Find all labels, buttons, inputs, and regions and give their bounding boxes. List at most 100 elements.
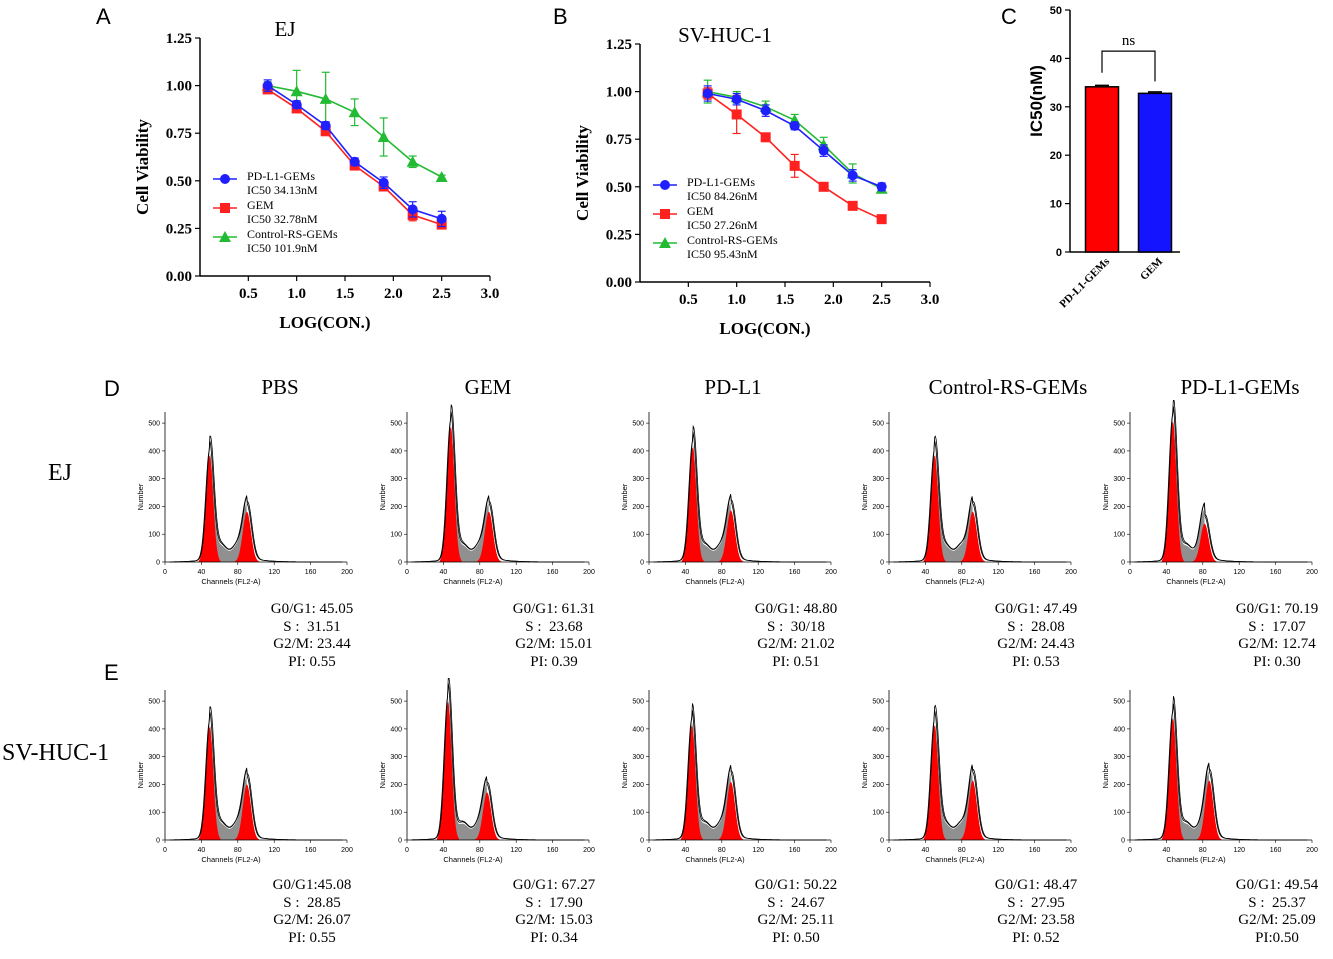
legend-ic50: IC50 95.43nM	[687, 247, 758, 261]
x-tick-label: 200	[825, 569, 837, 576]
y-tick-label: 500	[632, 699, 644, 706]
stat-g0g1: G0/G1: 67.27	[512, 877, 596, 893]
data-point-square	[789, 160, 800, 171]
data-point-circle	[378, 177, 389, 188]
row-label-sv-huc-1: SV-HUC-1	[2, 740, 110, 766]
stat-pi: PI: 0.50	[772, 929, 820, 946]
stat-g0g1: G0/G1: 61.31	[512, 601, 596, 617]
x-tick-label: 120	[1233, 569, 1245, 576]
y-tick-label: 0	[156, 560, 160, 567]
y-tick-label: 300	[632, 476, 644, 483]
x-tick-label: 1.5	[336, 286, 355, 302]
x-tick-label: 40	[1163, 569, 1171, 576]
histogram-outline	[1134, 696, 1308, 841]
y-tick-label: 300	[1113, 754, 1125, 761]
histogram-ej-gem: 0 100 200 300 400 500 0 40 80 120 160 200 Channels (…	[378, 404, 595, 586]
y-tick-label: 400	[632, 448, 644, 455]
series-gem	[702, 87, 887, 225]
cell-cycle-stats: G0/G1:45.08 S : 28.85 G2/M: 26.07 PI: 0.55	[212, 877, 412, 947]
cell-cycle-stats: G0/G1: 48.80 S : 30/18 G2/M: 21.02 PI: 0.51	[696, 601, 896, 671]
y-axis-label: Number	[860, 483, 869, 510]
histogram-ej-pd-l1: 0 100 200 300 400 500 0 40 80 120 160 200 Channels (…	[620, 412, 837, 586]
g2m-peak	[718, 781, 744, 840]
stat-pi: PI: 0.51	[772, 653, 820, 670]
g2m-peak	[1196, 780, 1222, 840]
stat-g2m: G2/M: 12.74	[1238, 636, 1316, 652]
x-tick-label: 80	[1199, 847, 1207, 854]
g2m-peak	[474, 792, 500, 840]
histogram-outline	[893, 440, 1067, 563]
data-point-square	[818, 181, 829, 192]
histogram-outline	[169, 440, 343, 563]
g0g1-peak	[923, 725, 946, 840]
legend-name: GEM	[247, 198, 274, 212]
y-tick-label: 500	[1113, 421, 1125, 428]
y-tick-label: 400	[872, 448, 884, 455]
y-tick-label: 0	[398, 838, 402, 845]
y-tick-label: 0.50	[166, 174, 192, 190]
x-tick-label: 40	[198, 847, 206, 854]
x-tick-label: 2.5	[432, 286, 451, 302]
y-tick-label: 500	[872, 699, 884, 706]
x-tick-label: 120	[1233, 847, 1245, 854]
panel-label-e: E	[104, 660, 119, 685]
y-tick-label: 400	[632, 726, 644, 733]
column-title-pbs: PBS	[261, 375, 299, 399]
legend-ic50: IC50 32.78nM	[247, 212, 318, 226]
column-title-pd-l1: PD-L1	[704, 375, 762, 399]
legend-ic50: IC50 101.9nM	[247, 241, 318, 255]
y-axis-label: Number	[1101, 483, 1110, 510]
y-tick-label: 400	[390, 448, 402, 455]
data-point-circle	[789, 120, 800, 131]
stat-g2m: G2/M: 26.07	[273, 912, 351, 928]
x-tick-label: 3.0	[921, 292, 940, 308]
y-tick-label: 200	[872, 782, 884, 789]
y-tick-label: 500	[1113, 699, 1125, 706]
y-tick-label: 0	[1121, 560, 1125, 567]
series-pd-l1-gems	[702, 85, 887, 192]
x-tick-label: 80	[718, 847, 726, 854]
stat-s: S : 17.07	[1248, 618, 1306, 635]
x-tick-label: 0	[163, 569, 167, 576]
cell-cycle-stats: G0/G1: 47.49 S : 28.08 G2/M: 24.43 PI: 0.53	[936, 601, 1136, 671]
histogram-outline	[653, 710, 827, 841]
y-tick-label: 200	[632, 782, 644, 789]
x-tick-label: 160	[789, 569, 801, 576]
x-tick-label: 80	[476, 569, 484, 576]
panel-label-c: C	[1001, 4, 1017, 29]
histogram-outline	[169, 711, 343, 841]
stat-s: S : 17.90	[525, 894, 583, 911]
x-axis-label: Channels (FL2-A)	[201, 855, 261, 864]
y-tick-label: 30	[1050, 102, 1062, 114]
data-point-triangle	[435, 170, 448, 182]
data-point-circle	[818, 145, 829, 156]
g2m-peak	[1192, 523, 1217, 562]
cell-cycle-stats: G0/G1: 50.22 S : 24.67 G2/M: 25.11 PI: 0.50	[696, 877, 896, 947]
x-tick-label: 40	[682, 569, 690, 576]
x-tick-label: 0	[887, 847, 891, 854]
histogram-outline	[1134, 406, 1308, 563]
g0g1-peak	[1161, 421, 1184, 562]
x-tick-label: 0	[1128, 569, 1132, 576]
y-axis-label: Number	[860, 761, 869, 788]
data-point-triangle	[348, 106, 361, 118]
g0g1-peak	[1161, 718, 1184, 840]
significance-label: ns	[1122, 33, 1136, 49]
stat-g2m: G2/M: 21.02	[757, 636, 835, 652]
y-tick-label: 200	[872, 504, 884, 511]
x-tick-label: 80	[1199, 569, 1207, 576]
data-point-square	[760, 132, 771, 143]
stat-g2m: G2/M: 25.11	[757, 912, 835, 928]
x-axis-label: Channels (FL2-A)	[685, 577, 745, 586]
data-point-circle	[349, 156, 360, 167]
data-point-circle	[262, 80, 273, 91]
x-tick-label: 120	[992, 847, 1004, 854]
x-tick-label: 0	[647, 847, 651, 854]
histogram-outline	[893, 710, 1067, 841]
g2m-peak	[234, 784, 260, 840]
y-tick-label: 0	[398, 560, 402, 567]
stat-g2m: G2/M: 23.58	[997, 912, 1075, 928]
